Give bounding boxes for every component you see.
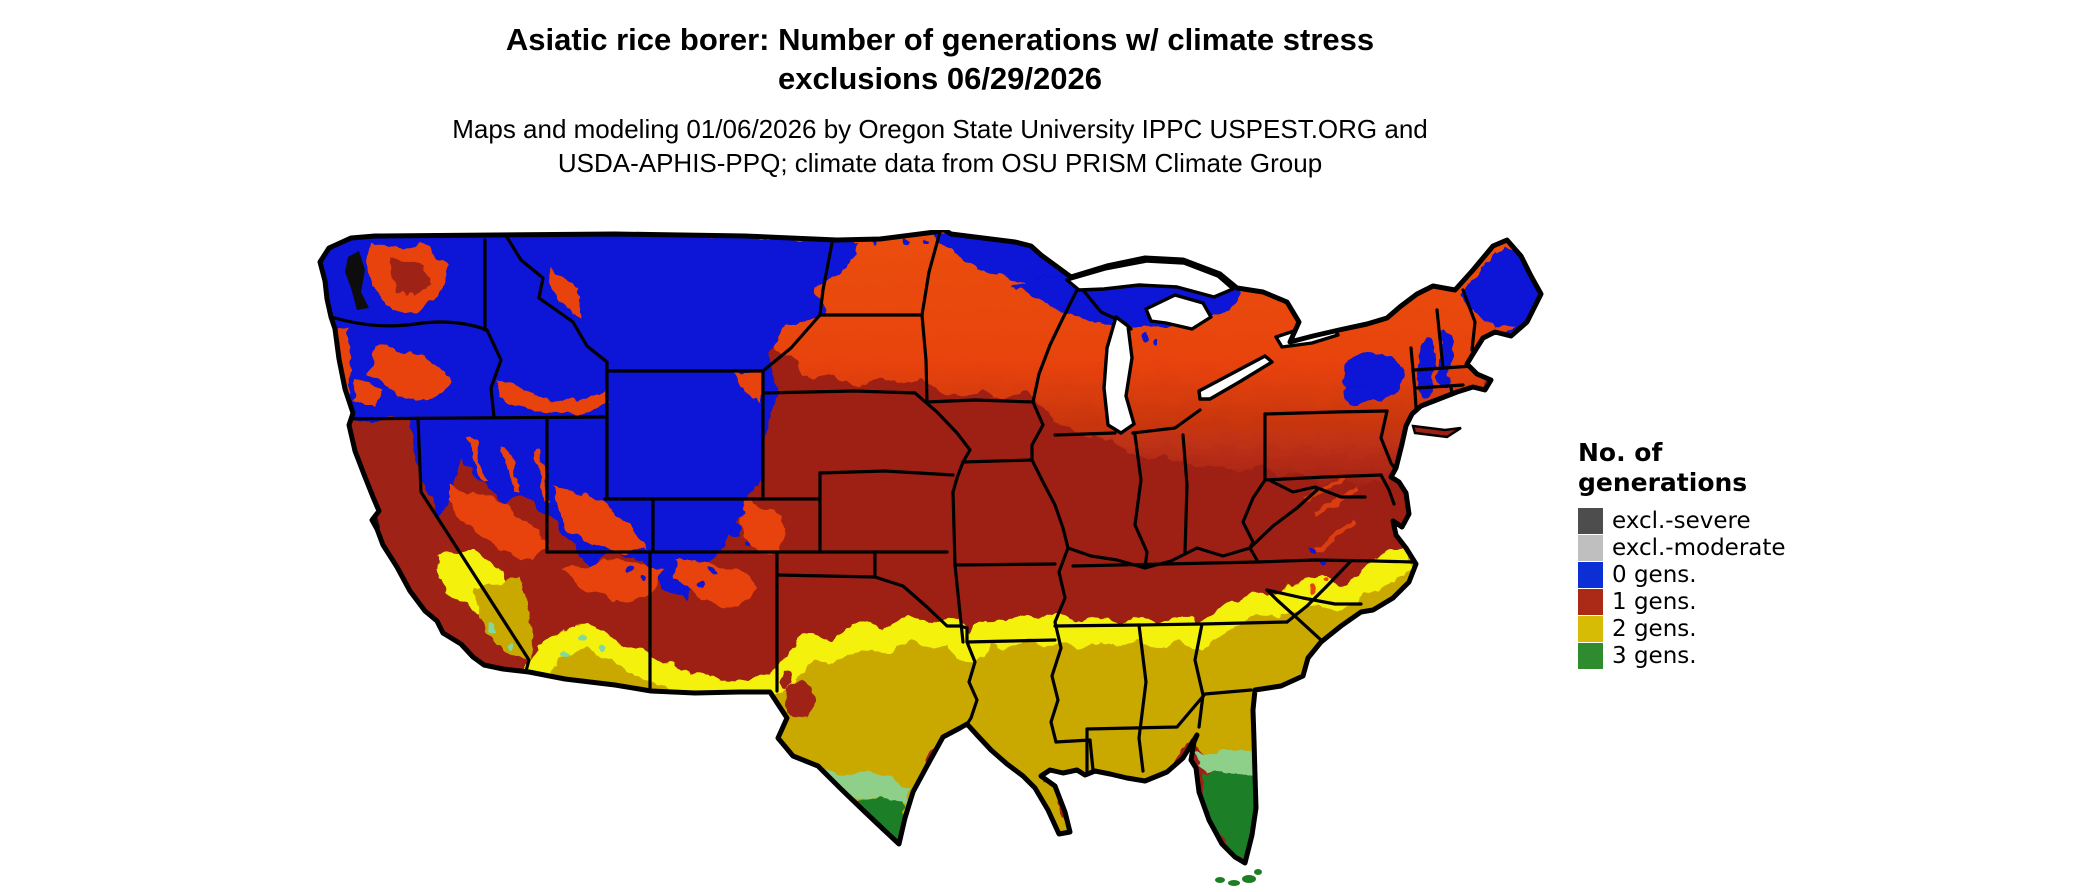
legend-item-2-gens: 2 gens. xyxy=(1578,615,1808,642)
florida-keys xyxy=(1215,869,1262,886)
legend-title-line-1: No. of xyxy=(1578,438,1663,467)
map-legend: No. of generations excl.-severe excl.-mo… xyxy=(1578,438,1808,669)
color-swatch-excl-moderate xyxy=(1578,534,1603,561)
conus-outline xyxy=(317,230,1544,866)
legend-item-excl-moderate: excl.-moderate xyxy=(1578,534,1808,561)
title-line-2: exclusions 06/29/2026 xyxy=(777,61,1102,96)
color-swatch-excl-severe xyxy=(1578,507,1603,534)
lake-huron xyxy=(1144,293,1213,331)
legend-item-excl-severe: excl.-severe xyxy=(1578,507,1808,534)
puget-sound xyxy=(345,251,369,310)
map-header: Asiatic rice borer: Number of generation… xyxy=(0,0,1880,180)
color-swatch-1-gens xyxy=(1578,588,1603,615)
legend-label: 0 gens. xyxy=(1612,561,1697,588)
legend-label: excl.-severe xyxy=(1612,507,1751,534)
lake-superior xyxy=(1065,259,1235,299)
color-swatch-2-gens xyxy=(1578,615,1603,642)
color-swatch-3-gens xyxy=(1578,642,1603,669)
legend-items: excl.-severe excl.-moderate 0 gens. 1 ge… xyxy=(1578,507,1808,669)
legend-item-0-gens: 0 gens. xyxy=(1578,561,1808,588)
great-lakes xyxy=(1065,259,1340,435)
subtitle-line-1: Maps and modeling 01/06/2026 by Oregon S… xyxy=(452,114,1428,144)
page-title: Asiatic rice borer: Number of generation… xyxy=(0,20,1880,98)
title-line-1: Asiatic rice borer: Number of generation… xyxy=(505,22,1375,57)
subtitle-line-2: USDA-APHIS-PPQ; climate data from OSU PR… xyxy=(557,148,1323,178)
legend-label: excl.-moderate xyxy=(1612,534,1786,561)
legend-label: 2 gens. xyxy=(1612,615,1697,642)
legend-label: 1 gens. xyxy=(1612,588,1697,615)
climate-zones xyxy=(320,230,1541,863)
page-subtitle: Maps and modeling 01/06/2026 by Oregon S… xyxy=(0,112,1880,180)
us-generations-map xyxy=(317,230,1544,886)
color-swatch-0-gens xyxy=(1578,561,1603,588)
lake-michigan xyxy=(1102,315,1136,435)
legend-item-3-gens: 3 gens. xyxy=(1578,642,1808,669)
lake-erie xyxy=(1197,354,1274,401)
long-island xyxy=(1411,424,1462,439)
us-generations-map-figure xyxy=(315,230,1545,892)
legend-label: 3 gens. xyxy=(1612,642,1697,669)
legend-title: No. of generations xyxy=(1578,438,1808,498)
legend-title-line-2: generations xyxy=(1578,468,1748,497)
legend-item-1-gens: 1 gens. xyxy=(1578,588,1808,615)
state-borders xyxy=(327,230,1477,773)
